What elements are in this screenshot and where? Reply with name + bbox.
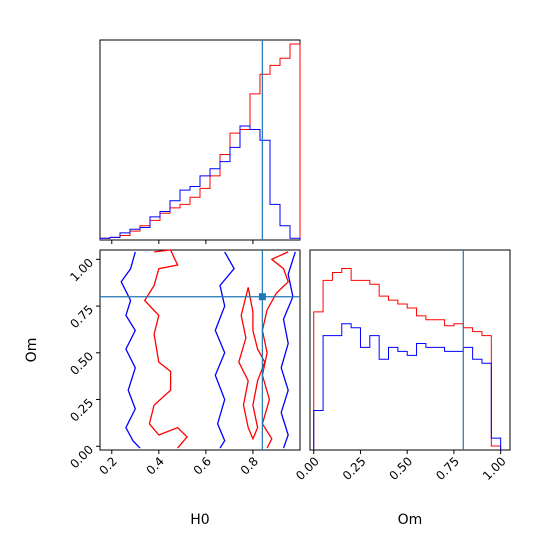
- contour-line-5: [280, 251, 296, 449]
- truth-point-marker: [258, 293, 266, 301]
- h0-histogram-series: [99, 43, 301, 240]
- contour-xtick-label-1: 0.4: [144, 454, 167, 477]
- om-xtick-label-3: 0.75: [433, 454, 462, 483]
- contour-ytick-label-2: 0.50: [67, 349, 96, 378]
- om-histogram-panel: 0.00 0.25 0.50 0.75 1.00 Om: [293, 249, 511, 528]
- contour-xtick-label-2: 0.6: [191, 454, 214, 477]
- contour-line-0: [143, 249, 188, 449]
- contour-ytick-label-1: 0.25: [67, 396, 96, 425]
- om-xtick-label-4: 1.00: [480, 454, 509, 483]
- contour-line-3: [120, 251, 141, 449]
- om-histogram-frame: [309, 249, 511, 451]
- h0-histogram-xticks: [111, 240, 254, 244]
- contour-xtick-label-3: 0.8: [238, 454, 261, 477]
- om-histogram-xticks: 0.00 0.25 0.50 0.75 1.00: [293, 450, 509, 483]
- om-xtick-label-0: 0.00: [293, 454, 322, 483]
- contour-x-axis-label: H0: [190, 512, 209, 528]
- contour-ytick-label-0: 0.00: [67, 442, 96, 471]
- om-x-axis-label: Om: [398, 512, 423, 528]
- contour-y-axis-label: Om: [24, 338, 40, 363]
- om-histogram-series-1: [313, 323, 502, 450]
- om-xtick-label-2: 0.50: [387, 454, 416, 483]
- om-histogram-series-0: [313, 268, 502, 450]
- om-xtick-label-1: 0.25: [340, 454, 369, 483]
- contour-panel: 0.2 0.4 0.6 0.8 0.00 0.25 0.50 0.75 1.00 H0 Om: [24, 249, 301, 528]
- contour-yticks: 0.00 0.25 0.50 0.75 1.00: [67, 256, 100, 471]
- h0-histogram-panel: [99, 39, 301, 244]
- contour-ytick-label-3: 0.75: [67, 302, 96, 331]
- contour-line-4: [214, 251, 235, 449]
- om-histogram-series: [313, 268, 502, 450]
- contour-ytick-label-4: 1.00: [67, 256, 96, 285]
- contour-xticks: 0.2 0.4 0.6 0.8: [96, 450, 261, 478]
- h0-histogram-series-1: [99, 125, 301, 240]
- contour-xtick-label-0: 0.2: [96, 454, 119, 477]
- contour-line-2: [238, 287, 266, 441]
